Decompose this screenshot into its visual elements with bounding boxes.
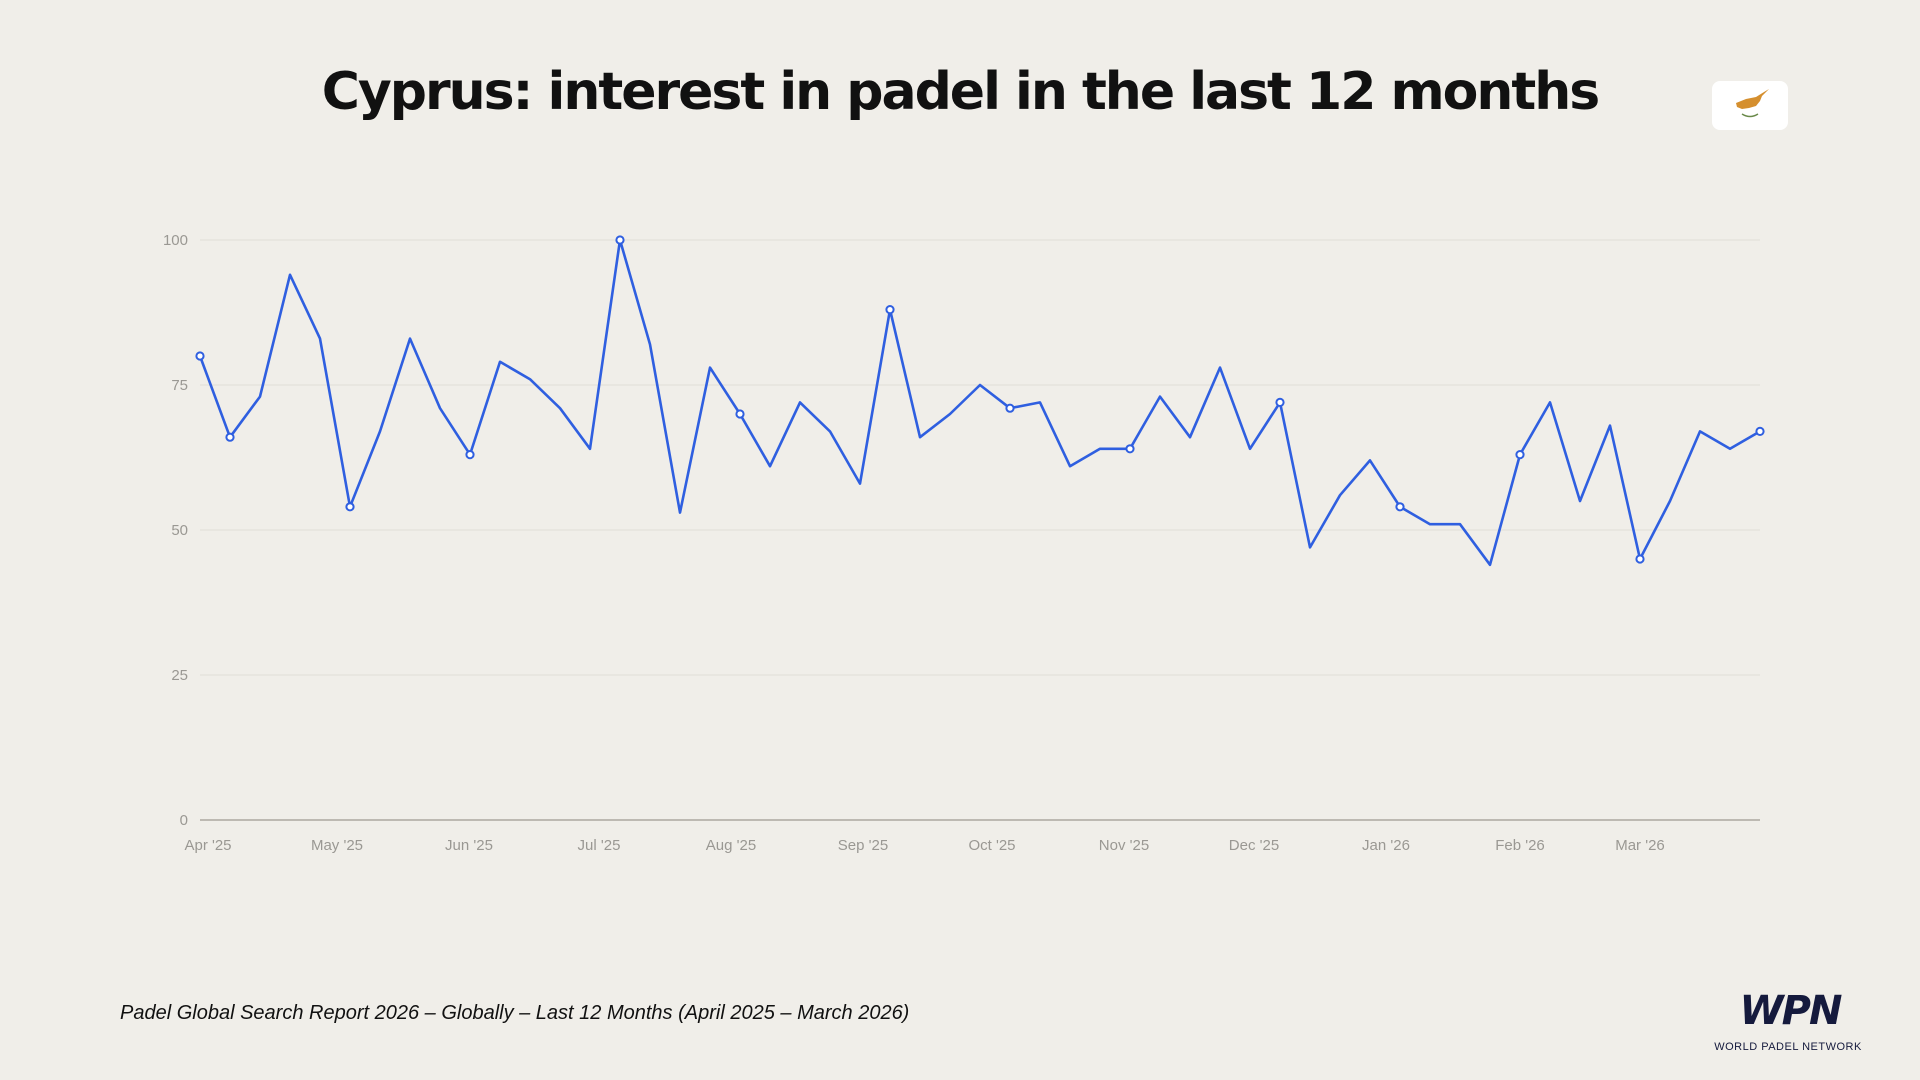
x-tick-label: Apr '25 [184, 837, 231, 854]
x-tick-label: Oct '25 [968, 837, 1015, 854]
data-point [1275, 397, 1285, 407]
data-point [225, 432, 235, 442]
data-point [885, 305, 895, 315]
cyprus-flag-icon [1712, 81, 1788, 130]
y-tick-label: 0 [180, 812, 188, 829]
data-point [1395, 502, 1405, 512]
x-tick-label: Sep '25 [838, 837, 888, 854]
logo-text: WPN [1740, 988, 1842, 1034]
x-tick-label: May '25 [311, 837, 363, 854]
y-tick-label: 50 [171, 522, 188, 539]
logo-subtitle: WORLD PADEL NETWORK [1714, 1041, 1862, 1053]
series-line [198, 238, 1761, 567]
data-point [465, 450, 475, 460]
x-tick-label: Jul '25 [578, 837, 621, 854]
y-tick-label: 75 [171, 377, 188, 394]
wpn-logo: WPN WORLD PADEL NETWORK [1688, 988, 1892, 1054]
x-tick-label: Mar '26 [1615, 837, 1665, 854]
footer-source: Padel Global Search Report 2026 – Global… [120, 1002, 910, 1024]
x-tick-label: Feb '26 [1495, 837, 1545, 854]
chart-title: Cyprus: interest in padel in the last 12… [321, 62, 1601, 122]
data-point [1515, 450, 1525, 460]
data-point [345, 502, 355, 512]
x-tick-label: Nov '25 [1099, 837, 1149, 854]
x-tick-label: Dec '25 [1229, 837, 1279, 854]
data-point [1125, 444, 1135, 454]
data-point [195, 351, 205, 361]
data-point [615, 235, 625, 245]
x-tick-label: Aug '25 [706, 837, 756, 854]
data-point [1635, 554, 1645, 564]
x-tick-label: Jan '26 [1362, 837, 1410, 854]
line-chart: 0 25 50 75 100 Apr '25 May '25 Jun '25 Jul '25 A… [163, 232, 1765, 854]
y-tick-label: 25 [171, 667, 188, 684]
data-point [1755, 426, 1765, 436]
data-point [735, 409, 745, 419]
y-tick-label: 100 [163, 232, 188, 249]
data-point [1005, 403, 1015, 413]
x-tick-label: Jun '25 [445, 837, 493, 854]
